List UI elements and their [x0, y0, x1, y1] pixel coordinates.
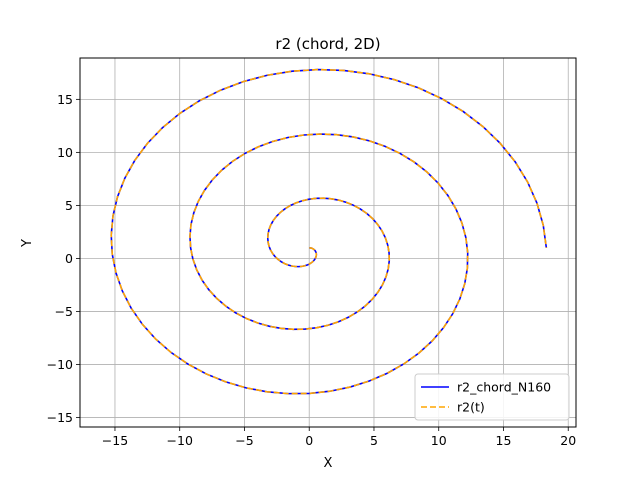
chart-title: r2 (chord, 2D) — [275, 35, 380, 53]
x-tick-label: 15 — [496, 433, 512, 448]
y-tick-label: 0 — [65, 251, 73, 266]
y-tick-label: −10 — [47, 357, 73, 372]
y-axis: −15 −10 −5 0 5 10 15 — [47, 92, 80, 425]
legend-label: r2(t) — [457, 400, 485, 415]
x-tick-label: −15 — [102, 433, 128, 448]
series-line-r2-chord-n160 — [110, 68, 548, 395]
y-tick-label: −15 — [47, 410, 73, 425]
x-axis: −15 −10 −5 0 5 10 15 20 — [102, 427, 576, 448]
x-axis-title: X — [324, 456, 333, 471]
y-axis-title: Y — [20, 239, 35, 248]
grid — [80, 58, 576, 427]
series-layer — [110, 68, 548, 395]
plot-frame — [79, 57, 577, 428]
x-tick-label: −5 — [235, 433, 253, 448]
y-tick-label: 15 — [57, 92, 73, 107]
legend-box — [414, 373, 570, 421]
x-tick-label: −10 — [167, 433, 193, 448]
x-tick-label: 20 — [560, 433, 576, 448]
x-tick-label: 0 — [305, 433, 313, 448]
legend-label: r2_chord_N160 — [457, 380, 551, 395]
x-tick-label: 5 — [370, 433, 378, 448]
x-tick-label: 10 — [431, 433, 447, 448]
y-tick-label: −5 — [55, 304, 73, 319]
y-tick-label: 5 — [65, 198, 73, 213]
legend: r2_chord_N160 r2(t) — [414, 373, 570, 421]
y-tick-label: 10 — [57, 145, 73, 160]
